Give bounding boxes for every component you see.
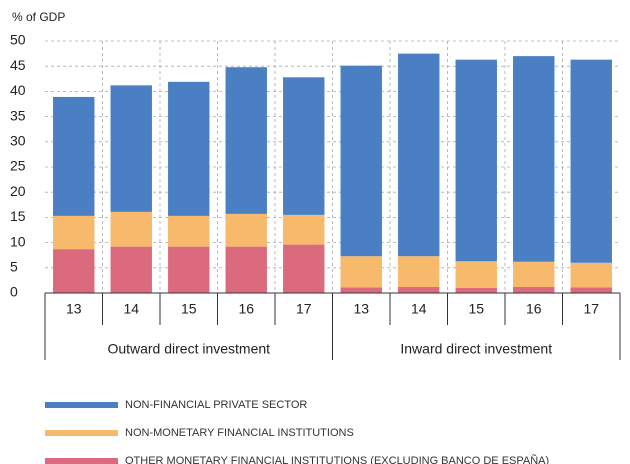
bar-segment — [570, 262, 612, 288]
x-tick-label: 15 — [468, 301, 484, 317]
x-tick-label: 14 — [411, 301, 427, 317]
y-axis-label: % of GDP — [12, 10, 65, 24]
y-tick-label: 35 — [10, 107, 26, 123]
y-tick-label: 10 — [10, 233, 26, 249]
x-tick-label: 17 — [296, 301, 312, 317]
bar-segment — [340, 256, 382, 288]
x-tick-label: 13 — [353, 301, 369, 317]
bar-segment — [398, 53, 440, 257]
bar-segment — [110, 246, 152, 293]
bar-segment — [513, 56, 555, 262]
bar-segment — [340, 287, 382, 293]
bar-segment — [53, 215, 95, 250]
y-tick-label: 20 — [10, 183, 26, 199]
x-tick-label: 16 — [238, 301, 254, 317]
bar-segment — [225, 246, 267, 293]
bar-segment — [168, 81, 210, 216]
x-tick-label: 16 — [526, 301, 542, 317]
legend-label: NON-FINANCIAL PRIVATE SECTOR — [125, 399, 307, 411]
legend-label: OTHER MONETARY FINANCIAL INSTITUTIONS (E… — [125, 454, 549, 464]
bar-segment — [398, 256, 440, 287]
y-tick-label: 45 — [10, 57, 26, 73]
y-tick-label: 5 — [10, 259, 18, 275]
legend-swatch — [45, 458, 118, 464]
bar-segment — [513, 261, 555, 287]
y-tick-label: 50 — [10, 32, 26, 48]
bar-segment — [110, 85, 152, 212]
bar-segment — [570, 287, 612, 293]
group-label: Inward direct investment — [400, 341, 552, 357]
bar-segment — [225, 213, 267, 247]
legend-label: NON-MONETARY FINANCIAL INSTITUTIONS — [125, 427, 354, 439]
bar-segment — [340, 65, 382, 257]
x-tick-label: 15 — [181, 301, 197, 317]
bar-segment — [283, 244, 325, 293]
y-tick-label: 25 — [10, 158, 26, 174]
y-tick-label: 40 — [10, 82, 26, 98]
bar-segment — [283, 214, 325, 245]
bar-segment — [53, 249, 95, 293]
bar-segment — [455, 287, 497, 293]
bar-segment — [225, 67, 267, 214]
x-tick-label: 13 — [66, 301, 82, 317]
bar-segment — [455, 59, 497, 262]
bar-segment — [283, 77, 325, 215]
bar-segment — [570, 59, 612, 263]
bar-segment — [168, 246, 210, 293]
bar-segment — [513, 286, 555, 293]
bar-segment — [168, 215, 210, 247]
bar-segment — [398, 286, 440, 293]
group-label: Outward direct investment — [107, 341, 270, 357]
legend-swatch — [45, 430, 118, 436]
y-tick-label: 0 — [10, 284, 18, 300]
legend-swatch — [45, 402, 118, 408]
bar-segment — [53, 96, 95, 216]
bar-segment — [110, 211, 152, 247]
bar-segment — [455, 261, 497, 288]
y-tick-label: 15 — [10, 208, 26, 224]
x-tick-label: 17 — [583, 301, 599, 317]
y-tick-label: 30 — [10, 133, 26, 149]
x-tick-label: 14 — [123, 301, 139, 317]
